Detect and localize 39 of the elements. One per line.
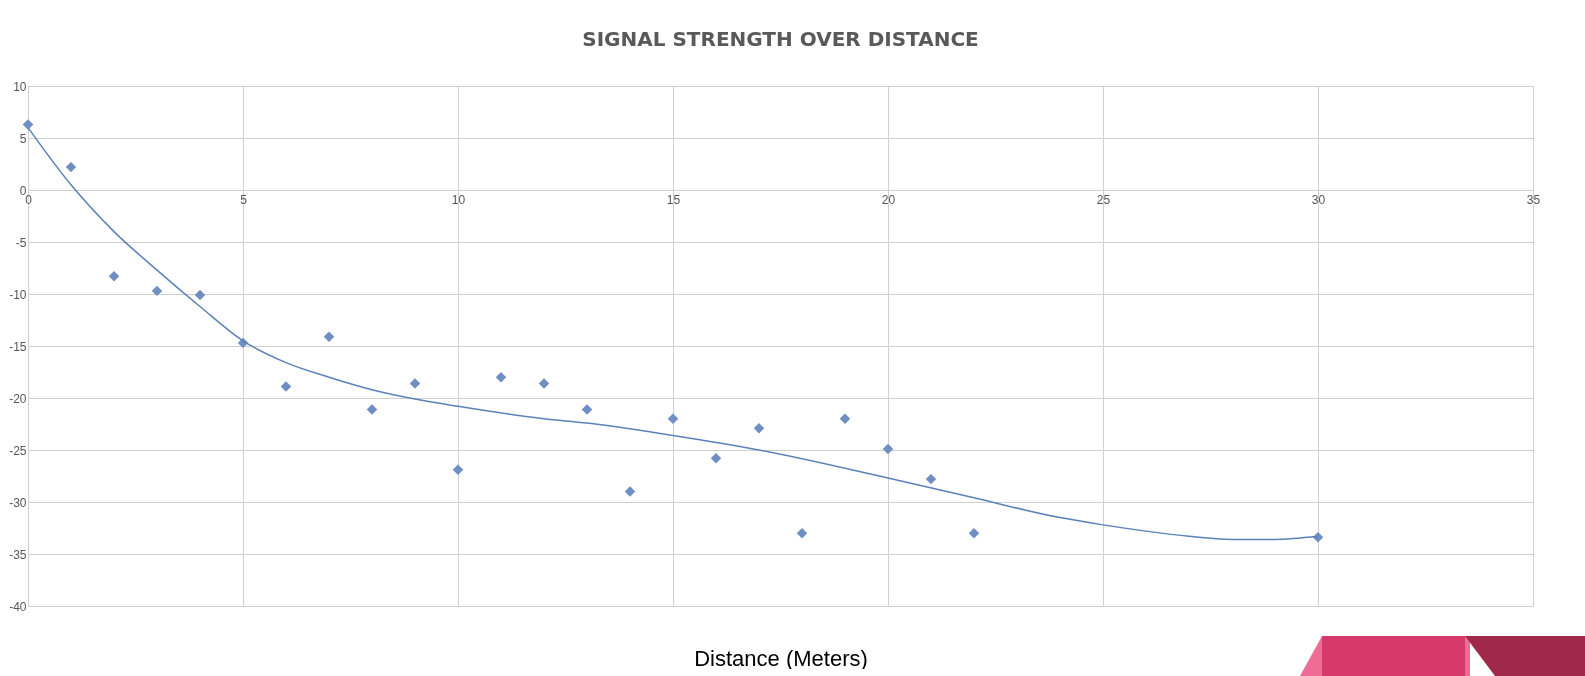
y-tick-label: -20 [9, 391, 27, 406]
y-tick-label: -10 [9, 287, 27, 302]
point [323, 331, 335, 342]
y-tick-label: -15 [9, 339, 27, 354]
point [710, 453, 722, 464]
x-tick-label: 10 [451, 192, 466, 207]
point [409, 378, 421, 389]
point [452, 464, 464, 475]
y-tick-label: 10 [13, 79, 27, 94]
point [753, 422, 765, 434]
point [796, 527, 808, 539]
point [194, 289, 206, 301]
x-tick-label: 15 [666, 192, 681, 207]
point [495, 371, 507, 383]
x-tick-label: 30 [1311, 192, 1326, 207]
y-tick-label: -25 [9, 443, 27, 458]
point [968, 527, 980, 539]
y-tick-label: -35 [9, 547, 27, 562]
x-tick-label: 20 [881, 192, 896, 207]
point [667, 413, 679, 425]
point [538, 378, 550, 389]
y-tick-label: -40 [9, 599, 27, 614]
x-tick-label: 25 [1096, 192, 1111, 207]
point [151, 285, 163, 297]
point [366, 404, 378, 415]
chart-title: SIGNAL STRENGTH OVER DISTANCE [582, 27, 979, 51]
y-tick-label: -30 [9, 495, 27, 510]
point [280, 381, 292, 392]
point [882, 443, 894, 455]
y-tick-label: 5 [19, 131, 27, 146]
point [581, 404, 593, 415]
x-tick-label: 5 [240, 192, 248, 207]
point [65, 161, 77, 173]
y-tick-label: -5 [15, 235, 27, 250]
point [925, 473, 937, 485]
point [624, 486, 636, 497]
point [108, 271, 120, 282]
point [839, 413, 851, 425]
x-tick-label: 35 [1526, 192, 1541, 207]
